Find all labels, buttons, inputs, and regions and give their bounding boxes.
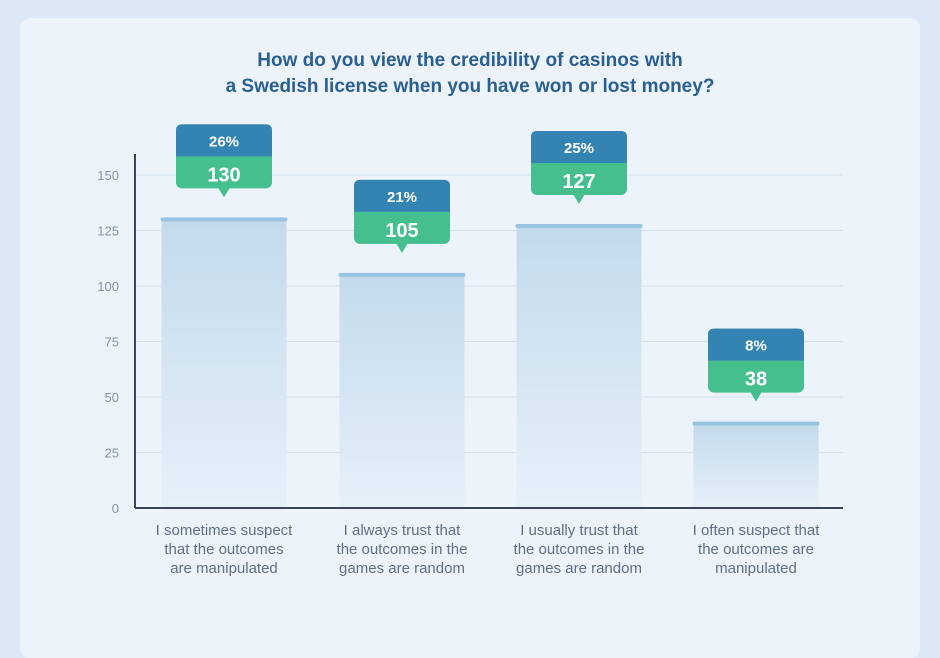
value-label: 130 [207, 164, 240, 186]
x-tick-label: I sometimes suspect that the outcomes are … [139, 521, 309, 578]
x-tick-label-line: I usually trust that [520, 522, 638, 539]
bar [516, 226, 642, 508]
tooltip-arrow [218, 187, 230, 198]
percent-label: 26% [209, 133, 239, 150]
x-tick-label: I usually trust that the outcomes in the g… [494, 521, 664, 578]
bar-top-line [160, 217, 288, 222]
bar-label-tooltip: 26% 130 [176, 124, 272, 198]
title-line-1: How do you view the credibility of casin… [257, 50, 683, 71]
y-tick-label: 75 [105, 335, 119, 350]
percent-label: 25% [564, 140, 594, 157]
percent-box [176, 124, 272, 157]
y-tick-label: 100 [97, 279, 119, 294]
percent-box [354, 179, 450, 212]
chart-title: How do you view the credibility of casin… [0, 48, 940, 100]
x-tick-label-line: games are random [516, 560, 642, 577]
bar [339, 274, 465, 508]
y-tick-label: 150 [97, 168, 119, 183]
bar [161, 219, 287, 508]
value-label: 127 [562, 171, 595, 193]
x-tick-label-line: I often suspect that [692, 522, 820, 539]
x-tick-label: I often suspect that the outcomes are mani… [671, 521, 841, 578]
y-tick-label: 0 [112, 501, 119, 516]
bar-top-line [338, 272, 466, 277]
percent-label: 21% [387, 189, 417, 206]
bar-top-line [692, 421, 820, 426]
y-tick-label: 50 [105, 390, 119, 405]
x-tick-label-line: I always trust that [343, 522, 461, 539]
x-tick-label-line: that the outcomes [164, 541, 284, 558]
x-tick-label-line: games are random [339, 560, 465, 577]
x-tick-label-line: the outcomes in the [513, 541, 645, 558]
x-tick-label-line: I sometimes suspect [155, 522, 293, 539]
tooltip-arrow [573, 194, 585, 205]
tooltip-arrow [750, 391, 762, 402]
value-label: 105 [385, 220, 418, 242]
bar-top-line [515, 224, 643, 229]
bar-label-tooltip: 8% 38 [708, 328, 804, 402]
title-line-2: a Swedish license when you have won or l… [225, 76, 715, 97]
x-tick-label-line: the outcomes are [698, 541, 814, 558]
x-tick-label: I always trust that the outcomes in the ga… [317, 521, 487, 578]
bar-label-tooltip: 21% 105 [354, 179, 450, 253]
value-label: 38 [745, 369, 767, 391]
x-tick-label-line: the outcomes in the [336, 541, 468, 558]
y-tick-label: 125 [97, 224, 119, 239]
bar [693, 423, 819, 508]
percent-box [531, 131, 627, 164]
x-tick-label-line: manipulated [715, 560, 797, 577]
tooltip-arrow [396, 242, 408, 253]
bar-label-tooltip: 25% 127 [531, 131, 627, 205]
percent-label: 8% [745, 338, 767, 355]
x-tick-label-line: are manipulated [170, 560, 278, 577]
y-tick-label: 25 [105, 446, 119, 461]
percent-box [708, 328, 804, 361]
